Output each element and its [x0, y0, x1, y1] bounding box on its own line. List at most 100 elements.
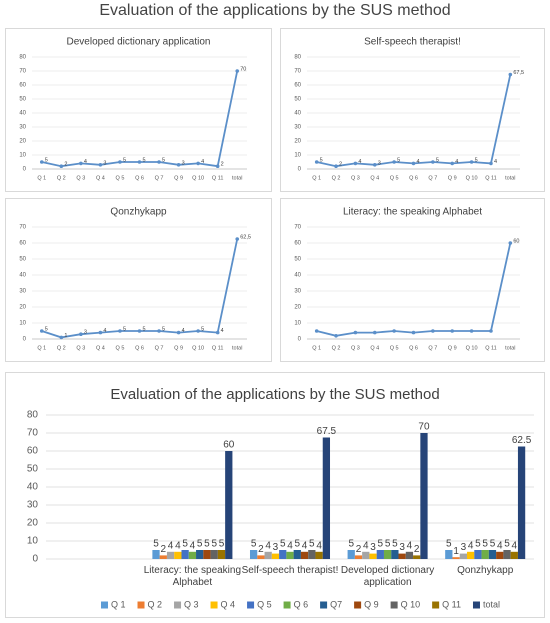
data-label: 5: [320, 157, 323, 163]
legend-label: Q 6: [294, 599, 309, 609]
x-tick-label: Self-speech therapist!: [241, 565, 339, 576]
point: [137, 160, 142, 164]
chart: Qonzhykapp 0 10 20 30 40 50 60 70 Q 1 Q 2 Q 3 Q 4 Q 5…: [19, 207, 251, 352]
data-label: 5: [123, 157, 126, 163]
y-tick-label: 30: [294, 289, 301, 295]
data-label: 4: [302, 540, 308, 551]
point: [98, 330, 103, 335]
point: [353, 161, 358, 166]
legend-label: Q7: [330, 599, 342, 609]
y-tick-label: 10: [294, 321, 301, 327]
bar: [188, 551, 197, 559]
y-tick-label: 50: [19, 257, 26, 263]
bar: [376, 550, 384, 559]
data-label: 2: [64, 162, 67, 168]
data-label: 5: [162, 326, 165, 332]
bar: [203, 550, 211, 559]
point: [353, 330, 358, 335]
main-title: Evaluation of the applications by the SU…: [99, 2, 451, 19]
y-tick-label: 0: [298, 337, 302, 343]
x-tick-label: total: [505, 175, 515, 181]
legend-swatch: [247, 601, 255, 609]
bar: [413, 555, 421, 559]
point: [215, 164, 220, 168]
x-tick-label: Q 2: [332, 345, 341, 351]
y-tick-label: 50: [27, 464, 39, 475]
chart-panel: Literacy: the speaking Alphabet 0 10 20 30 40…: [280, 198, 545, 362]
chart: Evaluation of the applications by the SU…: [27, 386, 534, 609]
y-tick-label: 0: [298, 167, 302, 173]
bar: [496, 551, 504, 559]
point: [450, 161, 455, 166]
bar: [362, 551, 370, 559]
bar: [249, 550, 258, 559]
point: [79, 161, 83, 166]
x-tick-label: total: [505, 345, 515, 351]
x-tick-label: Q 7: [428, 175, 437, 181]
point: [176, 330, 181, 335]
y-tick-label: 10: [19, 153, 26, 159]
bar: [217, 550, 226, 559]
bar: [264, 551, 272, 559]
line: [316, 74, 512, 168]
data-label: 62,5: [240, 234, 251, 240]
bar: [308, 550, 316, 559]
x-tick-label: Literacy: the speaking Alphabet: [143, 565, 242, 588]
y-tick-label: 80: [294, 55, 301, 61]
data-label: 4: [512, 540, 518, 551]
bar: [474, 550, 482, 559]
point: [450, 329, 455, 333]
data-label: 5: [475, 157, 478, 163]
point: [431, 329, 435, 333]
bar: [510, 551, 518, 559]
point: [137, 329, 142, 333]
bar: [383, 550, 392, 559]
x-tick-label: Q 9: [448, 175, 457, 181]
bar: [420, 433, 428, 559]
y-tick-label: 60: [19, 83, 26, 89]
data-label: 3: [103, 160, 106, 166]
y-tick-label: 10: [27, 536, 39, 547]
data-label: 5: [446, 539, 452, 550]
point: [372, 163, 377, 167]
x-tick-label: Q 2: [57, 345, 66, 351]
y-tick-label: 60: [27, 446, 39, 457]
data-label: 2: [339, 162, 342, 168]
x-tick-label: Developed dictionary application: [340, 565, 435, 588]
x-tick-label: Q 6: [135, 175, 144, 181]
point: [215, 330, 220, 335]
data-label: 4: [455, 159, 458, 165]
legend-label: Q 11: [442, 599, 461, 609]
data-label: 5: [490, 539, 496, 550]
chart-panel: Qonzhykapp 0 10 20 30 40 50 60 70 Q 1 Q 2 Q 3 Q 4 Q 5…: [5, 198, 272, 362]
bar: [210, 550, 218, 559]
point: [59, 164, 64, 168]
bar: [354, 555, 363, 559]
y-tick-label: 0: [32, 554, 38, 565]
data-label: 5: [294, 539, 300, 550]
y-tick-label: 60: [294, 83, 301, 89]
bar: [152, 550, 160, 559]
data-label: 5: [143, 326, 146, 332]
data-label: 4: [265, 540, 271, 551]
point: [314, 160, 319, 164]
point: [39, 329, 44, 333]
bar: [369, 553, 377, 559]
legend-swatch: [390, 601, 398, 609]
bar: [481, 550, 489, 559]
data-label: 4: [190, 540, 196, 551]
y-tick-label: 50: [19, 97, 26, 103]
y-tick-label: 30: [27, 500, 39, 511]
legend-swatch: [283, 601, 291, 609]
y-tick-label: 30: [19, 125, 26, 131]
bar: [271, 553, 280, 559]
x-tick-label: Q 10: [466, 345, 478, 351]
legend-swatch: [432, 601, 440, 609]
data-label: 4: [168, 540, 174, 551]
point: [508, 72, 513, 77]
x-tick-label: Q 7: [155, 175, 164, 181]
data-label: 2: [258, 544, 264, 555]
y-tick-label: 20: [19, 139, 26, 145]
legend-label: Q 2: [148, 599, 163, 609]
x-tick-label: Q 4: [96, 175, 105, 181]
